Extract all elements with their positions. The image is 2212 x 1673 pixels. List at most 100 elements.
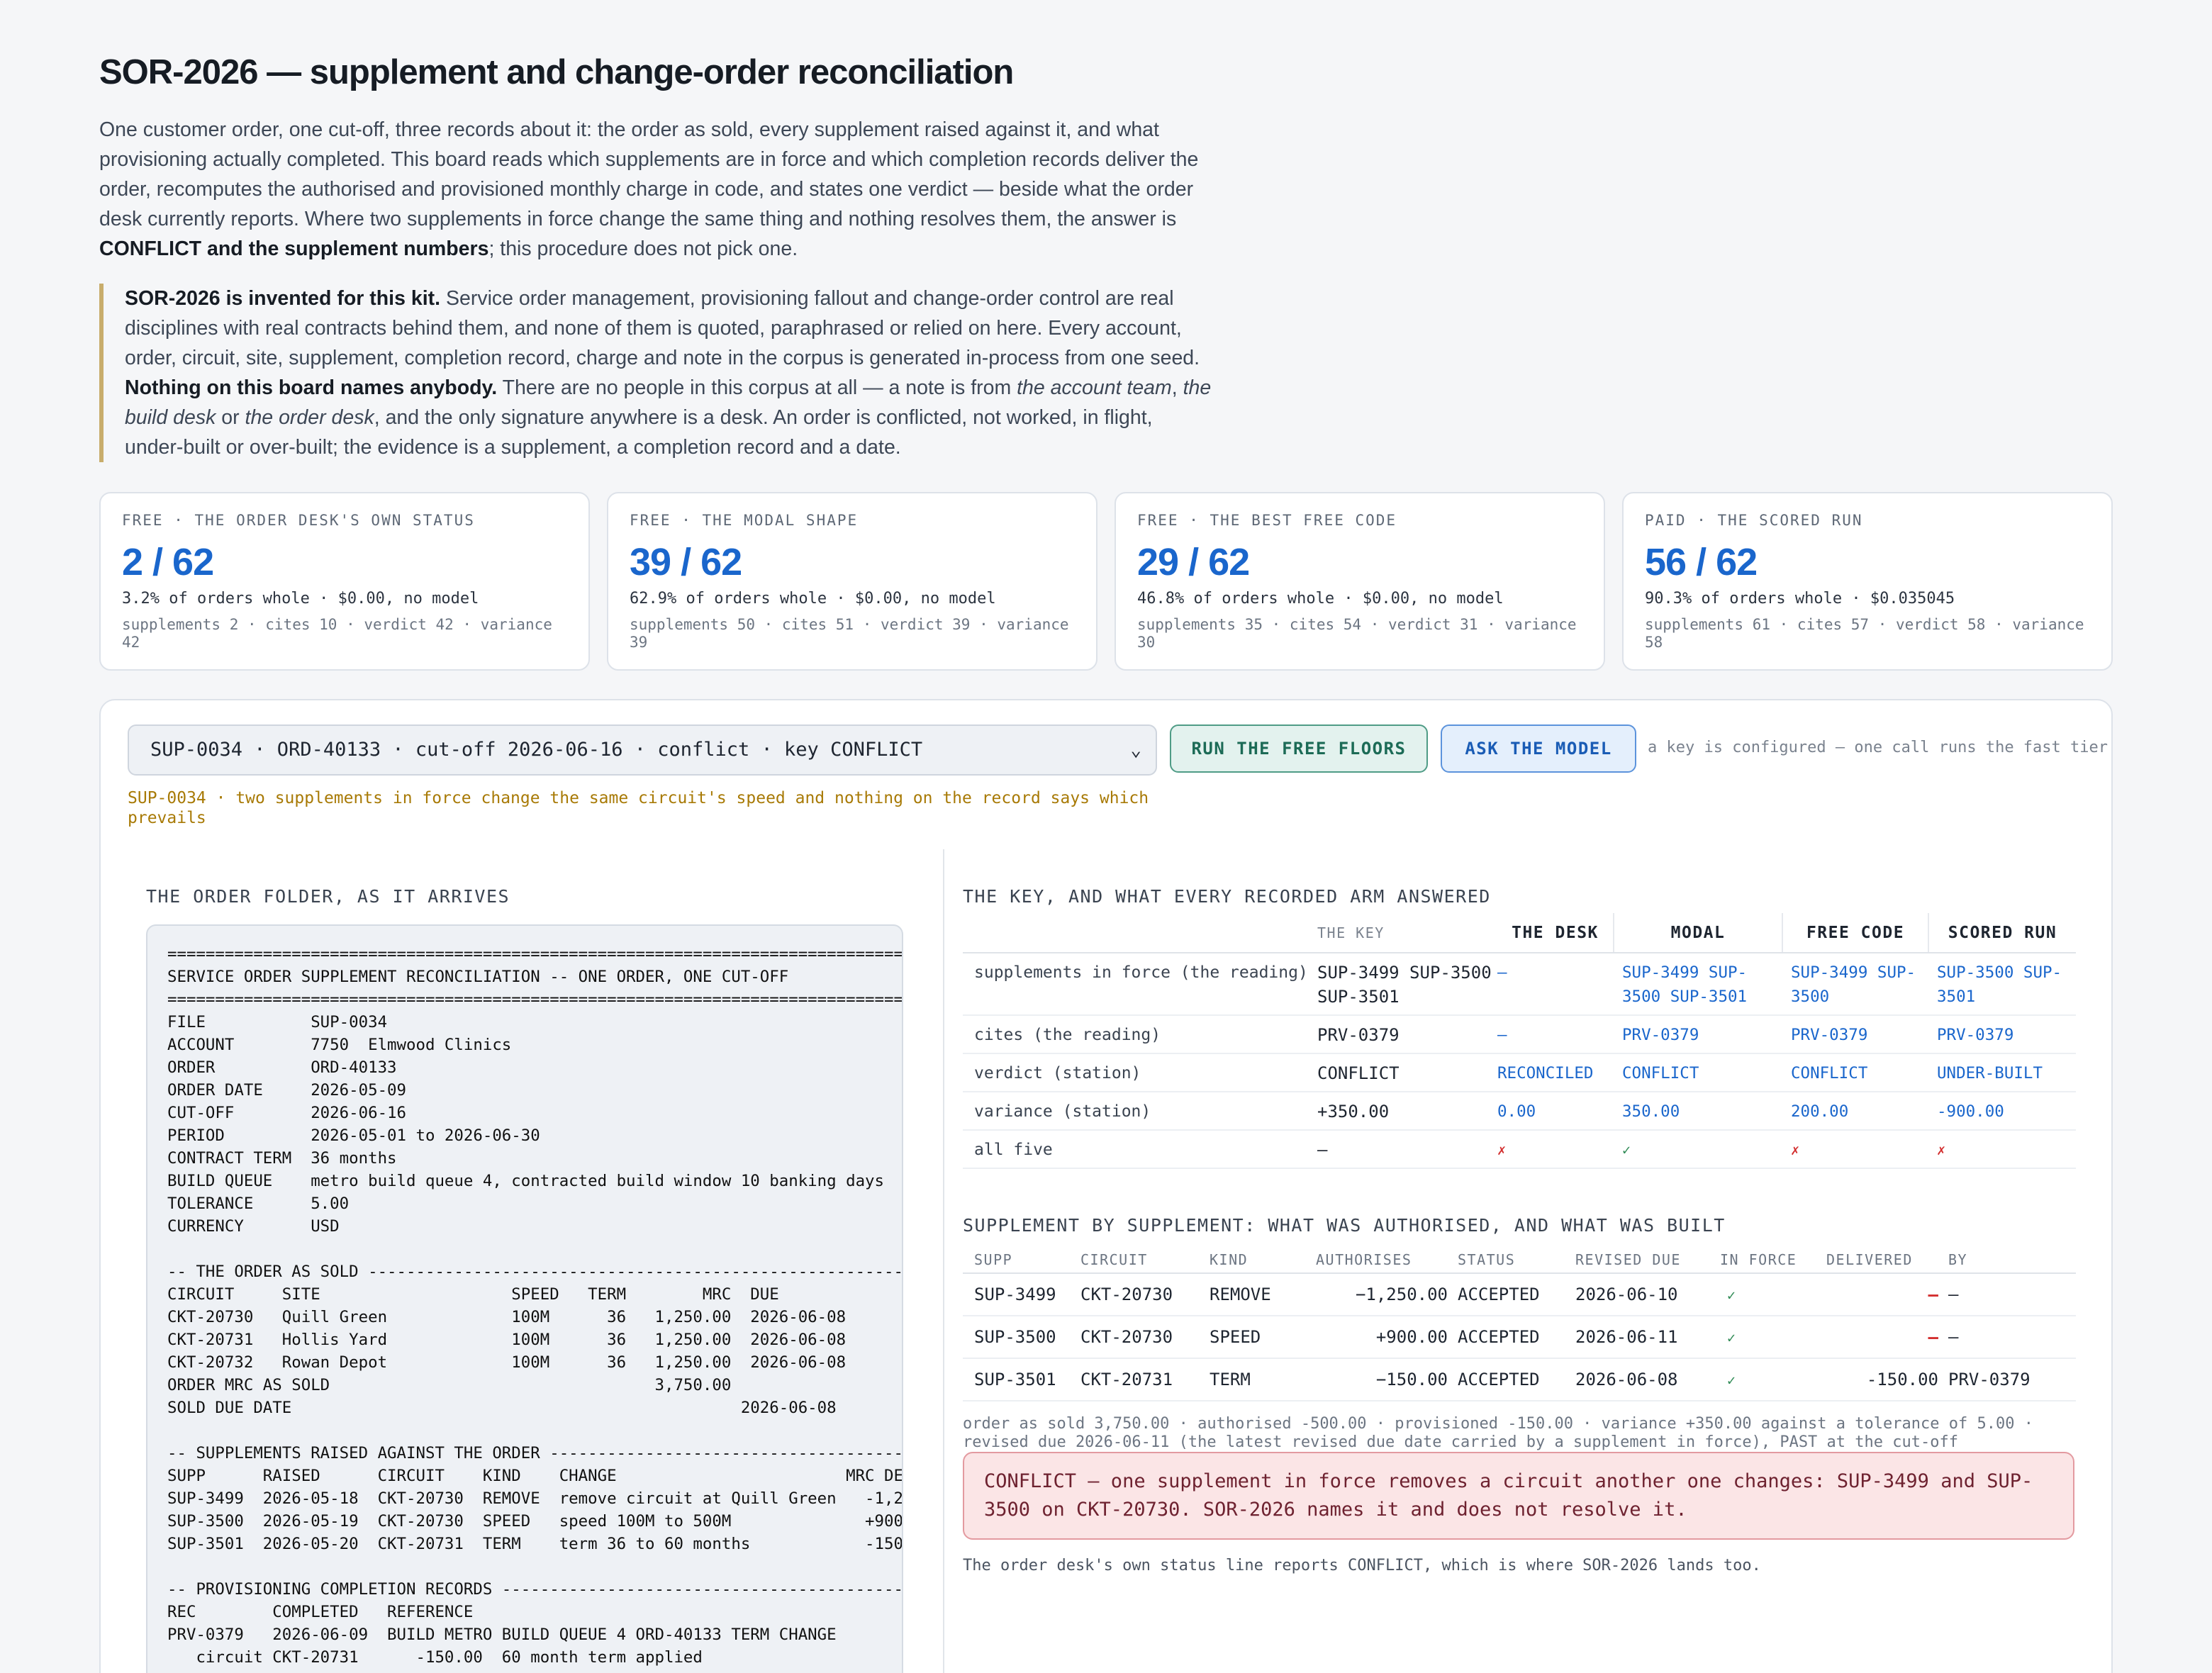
delivered-by: — xyxy=(1938,1273,2076,1316)
card-label: FREE · THE MODAL SHAPE xyxy=(630,512,859,529)
key-value: CONFLICT xyxy=(1314,1053,1497,1092)
callout-bold-2: Nothing on this board names anybody. xyxy=(125,376,498,399)
free-code-value: CONFLICT xyxy=(1782,1053,1928,1092)
page-title: SOR-2026 — supplement and change-order r… xyxy=(99,53,1014,91)
col-kind: KIND xyxy=(1210,1246,1316,1274)
table-row: supplements in force (the reading) SUP-3… xyxy=(963,953,2076,1016)
intro-paragraph: One customer order, one cut-off, three r… xyxy=(99,115,1212,264)
callout-bold-1: SOR-2026 is invented for this kit. xyxy=(125,287,441,310)
col-the-desk: THE DESK xyxy=(1497,913,1614,953)
delivered-by: PRV-0379 xyxy=(1938,1358,2076,1401)
key-value: PRV-0379 xyxy=(1314,1015,1497,1054)
cross-icon: ✗ xyxy=(1497,1141,1507,1158)
row-label: supplements in force (the reading) xyxy=(963,953,1314,1016)
supplement-table-heading: SUPPLEMENT BY SUPPLEMENT: WHAT WAS AUTHO… xyxy=(963,1215,1726,1236)
supp-status: ACCEPTED xyxy=(1448,1316,1575,1359)
ask-model-button[interactable]: ASK THE MODEL xyxy=(1441,724,1636,773)
authorised-delta: −150.00 xyxy=(1316,1358,1448,1401)
scored-run-value: SUP-3500 SUP-3501 xyxy=(1928,953,2076,1016)
callout-italic-1: the account team xyxy=(1017,376,1172,399)
circuit-id: CKT-20730 xyxy=(1080,1316,1210,1359)
table-row: all five — ✗ ✓ ✗ ✗ xyxy=(963,1130,2076,1169)
card-score: 56 / 62 xyxy=(1645,541,1758,583)
key-table-corner xyxy=(963,913,1314,953)
free-code-value: 200.00 xyxy=(1782,1092,1928,1131)
desk-status-footnote: The order desk's own status line reports… xyxy=(963,1557,1761,1574)
col-scored-run: SCORED RUN xyxy=(1928,913,2076,953)
callout-italic-2: the build desk xyxy=(125,376,1212,429)
delivered-value: — xyxy=(1928,1285,1938,1304)
callout-text-3: , and the only signature anywhere is a d… xyxy=(125,406,1153,459)
order-folder-text: ========================================… xyxy=(167,945,903,1667)
row-label: cites (the reading) xyxy=(963,1015,1314,1054)
card-line-2: supplements 61 · cites 57 · verdict 58 ·… xyxy=(1645,616,2084,651)
desk-value: RECONCILED xyxy=(1497,1053,1614,1092)
revised-due: 2026-06-10 xyxy=(1575,1273,1720,1316)
free-code-value: SUP-3499 SUP-3500 xyxy=(1782,953,1928,1016)
supp-id: SUP-3501 xyxy=(963,1358,1080,1401)
table-row: variance (station) +350.00 0.00 350.00 2… xyxy=(963,1092,2076,1131)
authorised-delta: +900.00 xyxy=(1316,1316,1448,1359)
supplement-table: SUPP CIRCUIT KIND AUTHORISES STATUS REVI… xyxy=(963,1246,2076,1401)
scored-run-value: PRV-0379 xyxy=(1928,1015,2076,1054)
supp-id: SUP-3500 xyxy=(963,1316,1080,1359)
cross-icon: ✗ xyxy=(1937,1141,1946,1158)
key-table-heading: THE KEY, AND WHAT EVERY RECORDED ARM ANS… xyxy=(963,886,1491,907)
reconciliation-summary: order as sold 3,750.00 · authorised -500… xyxy=(963,1415,2033,1451)
card-line-1: 46.8% of orders whole · $0.00, no model xyxy=(1137,590,1504,608)
card-score: 2 / 62 xyxy=(122,541,214,583)
card-line-1: 3.2% of orders whole · $0.00, no model xyxy=(122,590,479,608)
check-icon: ✓ xyxy=(1622,1141,1631,1158)
circuit-id: CKT-20730 xyxy=(1080,1273,1210,1316)
score-card-modal: FREE · THE MODAL SHAPE 39 / 62 62.9% of … xyxy=(607,492,1097,671)
col-in-force: IN FORCE xyxy=(1720,1246,1826,1274)
intro-text-a: One customer order, one cut-off, three r… xyxy=(99,118,1199,230)
delivered-value: -150.00 xyxy=(1826,1358,1938,1401)
run-free-floors-button[interactable]: RUN THE FREE FLOORS xyxy=(1170,724,1428,773)
folder-heading: THE ORDER FOLDER, AS IT ARRIVES xyxy=(146,886,510,907)
score-card-desk: FREE · THE ORDER DESK'S OWN STATUS 2 / 6… xyxy=(99,492,590,671)
authorised-delta: −1,250.00 xyxy=(1316,1273,1448,1316)
col-supp: SUPP xyxy=(963,1246,1080,1274)
supp-kind: TERM xyxy=(1210,1358,1316,1401)
cross-icon: ✗ xyxy=(1791,1141,1800,1158)
card-label: FREE · THE BEST FREE CODE xyxy=(1137,512,1397,529)
card-line-2: supplements 35 · cites 54 · verdict 31 ·… xyxy=(1137,616,1577,651)
supp-status: ACCEPTED xyxy=(1448,1273,1575,1316)
table-row: SUP-3500 CKT-20730 SPEED +900.00 ACCEPTE… xyxy=(963,1316,2076,1359)
chevron-down-icon: ⌄ xyxy=(1130,739,1141,761)
case-select[interactable]: SUP-0034 · ORD-40133 · cut-off 2026-06-1… xyxy=(128,724,1157,776)
supp-id: SUP-3499 xyxy=(963,1273,1080,1316)
row-label: all five xyxy=(963,1130,1314,1169)
case-select-value: SUP-0034 · ORD-40133 · cut-off 2026-06-1… xyxy=(150,739,923,761)
card-line-1: 90.3% of orders whole · $0.035045 xyxy=(1645,590,1955,608)
supp-kind: SPEED xyxy=(1210,1316,1316,1359)
check-icon: ✓ xyxy=(1727,1287,1736,1304)
check-icon: ✓ xyxy=(1727,1329,1736,1346)
row-label: verdict (station) xyxy=(963,1053,1314,1092)
callout-italic-3: the order desk xyxy=(245,406,374,429)
card-line-2: supplements 2 · cites 10 · verdict 42 · … xyxy=(122,616,552,651)
card-label: FREE · THE ORDER DESK'S OWN STATUS xyxy=(122,512,475,529)
col-modal: MODAL xyxy=(1613,913,1782,953)
key-table: THE KEY THE DESK MODAL FREE CODE SCORED … xyxy=(963,913,2076,1169)
desk-value: 0.00 xyxy=(1497,1092,1614,1131)
key-status-note: a key is configured — one call runs the … xyxy=(1648,739,2108,756)
score-card-scored-run: PAID · THE SCORED RUN 56 / 62 90.3% of o… xyxy=(1622,492,2113,671)
circuit-id: CKT-20731 xyxy=(1080,1358,1210,1401)
disclaimer-callout: SOR-2026 is invented for this kit. Servi… xyxy=(99,284,1212,462)
key-value: — xyxy=(1314,1130,1497,1169)
key-value: +350.00 xyxy=(1314,1092,1497,1131)
col-circuit: CIRCUIT xyxy=(1080,1246,1210,1274)
card-line-2: supplements 50 · cites 51 · verdict 39 ·… xyxy=(630,616,1069,651)
modal-value: CONFLICT xyxy=(1614,1053,1782,1092)
score-card-free-code: FREE · THE BEST FREE CODE 29 / 62 46.8% … xyxy=(1115,492,1605,671)
card-line-1: 62.9% of orders whole · $0.00, no model xyxy=(630,590,996,608)
delivered-by: — xyxy=(1938,1316,2076,1359)
verdict-alert: CONFLICT — one supplement in force remov… xyxy=(963,1452,2074,1540)
order-folder: ========================================… xyxy=(146,924,903,1673)
table-row: SUP-3499 CKT-20730 REMOVE −1,250.00 ACCE… xyxy=(963,1273,2076,1316)
card-score: 29 / 62 xyxy=(1137,541,1250,583)
table-row: verdict (station) CONFLICT RECONCILED CO… xyxy=(963,1053,2076,1092)
score-cards: FREE · THE ORDER DESK'S OWN STATUS 2 / 6… xyxy=(99,492,2113,671)
